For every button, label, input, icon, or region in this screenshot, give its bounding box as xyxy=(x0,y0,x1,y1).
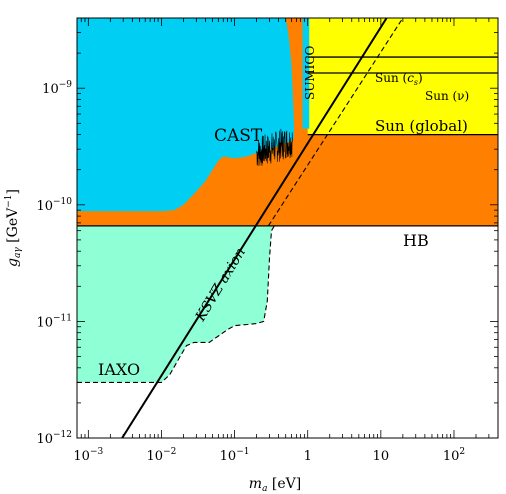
cast-limit-noise xyxy=(256,128,293,167)
plot-frame xyxy=(76,17,499,439)
cast-excluded-area xyxy=(77,18,294,212)
x-tick-label: 10−1 xyxy=(220,447,250,464)
sun-global-excluded-area xyxy=(307,18,498,135)
x-tick-label: 102 xyxy=(443,447,465,464)
x-tick-label: 10−3 xyxy=(73,447,103,464)
sun-global-label: Sun (global) xyxy=(375,117,468,135)
dashed-model-line xyxy=(267,18,404,227)
y-tick-label: 10−11 xyxy=(36,313,72,330)
x-tick-label: 10−2 xyxy=(147,447,177,464)
sumico-band xyxy=(302,18,310,129)
sumico-label: SUMICO xyxy=(303,45,317,100)
y-tick-label: 10−12 xyxy=(36,430,72,447)
y-axis-label: gaγ [GeV−1] xyxy=(4,189,23,267)
ksvz-axion-line xyxy=(121,18,388,438)
x-tick-label: 10 xyxy=(373,449,390,464)
y-axis-ticks: 10−12 10−11 10−10 10−9 xyxy=(36,17,498,447)
y-tick-label: 10−10 xyxy=(36,197,72,214)
iaxo-label: IAXO xyxy=(98,360,140,379)
sun-nu-label: Sun (ν) xyxy=(425,89,469,103)
sun-cs-label: Sun (cs) xyxy=(375,71,423,87)
x-axis-label: ma [eV] xyxy=(249,476,301,494)
y-tick-label: 10−9 xyxy=(42,80,72,97)
cast-label: CAST xyxy=(214,126,263,146)
hb-label: HB xyxy=(403,231,429,250)
x-axis-ticks: 10−3 10−2 10−1 1 10 102 xyxy=(73,18,499,464)
cast-noise-trace xyxy=(256,128,293,167)
x-tick-label: 1 xyxy=(304,449,312,464)
